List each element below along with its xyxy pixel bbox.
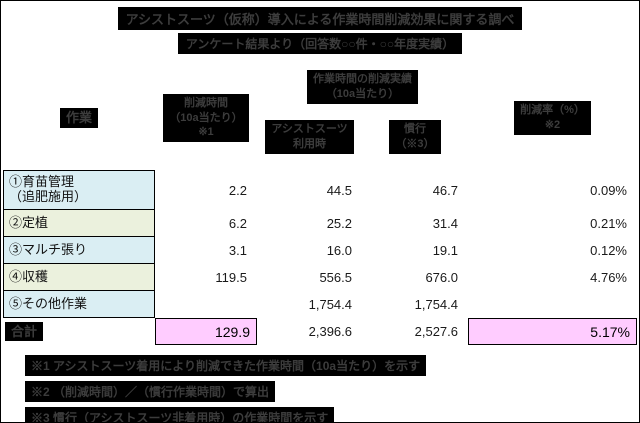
cell-assist-time: 16.0: [326, 243, 352, 258]
total-label-cell: 合計: [3, 318, 155, 345]
footnote-2: ※2 （削減時間）／（慣行作業時間）で算出: [25, 381, 276, 402]
cell-assist-time: 1,754.4: [308, 297, 352, 312]
header-actual-group-cell: 作業時間の削減実績 （10a当たり） アシストスーツ 利用時 慣行 （※3）: [257, 66, 468, 170]
row-label: ④収穫: [3, 264, 155, 291]
total-reduction-rate: 5.17%: [468, 318, 637, 345]
total-row: 合計 129.9 2,396.6 2,527.6 5.17%: [3, 318, 637, 345]
table-row: ④収穫 119.5 556.5 676.0 4.76%: [3, 264, 637, 291]
header-rate-cell: 削減率（%） ※2: [468, 66, 637, 170]
reduction-table: 作業 削減時間 （10a当たり） ※1 作業時間の削減実績 （10a当たり） ア…: [3, 66, 637, 345]
footnote-1: ※1 アシストスーツ着用により削減できた作業時間（10a当たり）を示す: [25, 355, 427, 376]
cell-reduced-time: 6.2: [228, 216, 247, 231]
table-row: ⑤その他作業 1,754.4 1,754.4: [3, 291, 637, 318]
cell-reduction-rate: 0.21%: [590, 216, 627, 231]
header-assist-cell: アシストスーツ 利用時: [257, 104, 362, 170]
cell-conventional-time: 46.7: [432, 182, 458, 198]
cell-conventional-time: 676.0: [425, 270, 458, 285]
header-actual-group-label: 作業時間の削減実績 （10a当たり）: [307, 70, 418, 104]
header-assist-label: アシストスーツ 利用時: [265, 120, 354, 154]
footnote-3: ※3 慣行（アシストスーツ非着用時）の作業時間を示す: [25, 407, 335, 422]
document-subtitle: アンケート結果より（回答数○○件・○○年度実績）: [177, 33, 463, 54]
header-reduced-time-cell: 削減時間 （10a当たり） ※1: [155, 66, 257, 170]
cell-reduction-rate: 0.12%: [590, 243, 627, 258]
total-reduced-time: 129.9: [155, 318, 257, 345]
cell-reduction-rate: 4.76%: [590, 270, 627, 285]
row-label: ⑤その他作業: [3, 291, 155, 318]
cell-assist-time: 556.5: [319, 270, 352, 285]
cell-reduced-time: 2.2: [228, 182, 247, 198]
cell-reduction-rate: [468, 291, 637, 318]
footnotes: ※1 アシストスーツ着用により削減できた作業時間（10a当たり）を示す ※2 （…: [25, 355, 639, 422]
header-work-label: 作業: [59, 108, 98, 128]
header-conventional-label: 慣行 （※3）: [389, 120, 441, 154]
header-conventional-cell: 慣行 （※3）: [362, 104, 468, 170]
cell-reduced-time: 119.5: [215, 270, 247, 285]
document-title: アシストスーツ（仮称）導入による作業時間削減効果に関する調べ: [117, 7, 523, 30]
cell-assist-time: 44.5: [326, 182, 352, 198]
row-label: ③マルチ張り: [3, 237, 155, 264]
table-row: ③マルチ張り 3.1 16.0 19.1 0.12%: [3, 237, 637, 264]
cell-reduced-time: 3.1: [228, 243, 247, 258]
cell-reduction-rate: 0.09%: [590, 182, 627, 198]
header-work-cell: 作業: [3, 66, 155, 170]
header-rate-label: 削減率（%） ※2: [514, 101, 591, 135]
table-body: ①育苗管理 （追肥施用） 2.2 44.5 46.7 0.09% ②定植 6.2…: [3, 170, 637, 345]
total-label: 合計: [5, 321, 44, 342]
table-row: ②定植 6.2 25.2 31.4 0.21%: [3, 210, 637, 237]
table-row: ①育苗管理 （追肥施用） 2.2 44.5 46.7 0.09%: [3, 170, 637, 210]
cell-conventional-time: 1,754.4: [414, 297, 458, 312]
total-conventional-time: 2,527.6: [414, 324, 458, 339]
row-label: ②定植: [3, 210, 155, 237]
cell-assist-time: 25.2: [326, 216, 352, 231]
table-header: 作業 削減時間 （10a当たり） ※1 作業時間の削減実績 （10a当たり） ア…: [3, 66, 637, 170]
row-label: ①育苗管理 （追肥施用）: [3, 170, 155, 210]
cell-reduced-time: [155, 291, 257, 318]
cell-conventional-time: 19.1: [432, 243, 458, 258]
total-assist-time: 2,396.6: [308, 324, 352, 339]
cell-conventional-time: 31.4: [432, 216, 458, 231]
header-reduced-time-label: 削減時間 （10a当たり） ※1: [163, 93, 249, 143]
